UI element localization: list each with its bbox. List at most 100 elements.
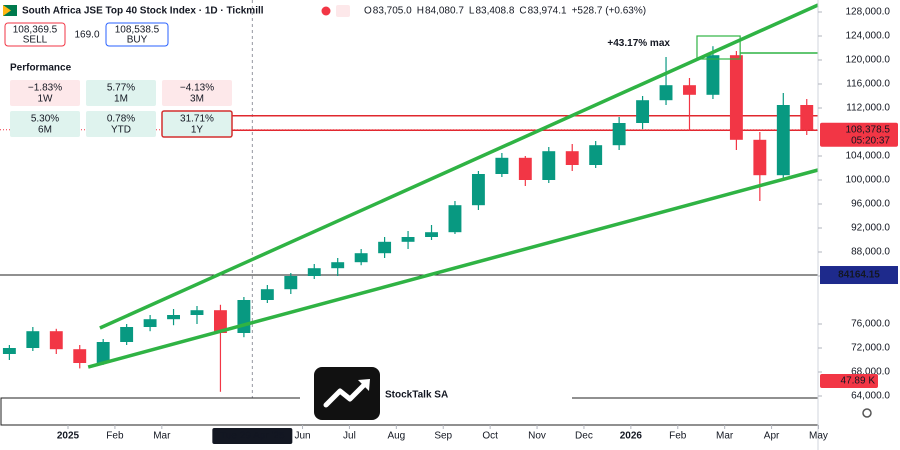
sell-label: SELL — [23, 35, 48, 46]
y-tick-label: 88,000.0 — [851, 247, 890, 258]
candle-body — [96, 342, 110, 364]
performance-title: Performance — [10, 63, 72, 74]
ohlc: O 83,705.0 H 84,080.7 L 83,408.8 C 83,974.1 +528… — [364, 6, 646, 17]
volume-label: 47.89 K — [841, 376, 876, 387]
price-countdown: 05:20:37 — [851, 135, 890, 146]
x-tick-label: Apr — [764, 431, 780, 442]
candle-body — [401, 237, 415, 242]
candle-body — [213, 310, 227, 334]
ohlc-value: 83,974.1 — [528, 6, 567, 17]
candle-body — [190, 310, 204, 316]
ohlc-key: H — [417, 6, 424, 17]
x-tick-label: Mar — [716, 431, 734, 442]
spread: 169.0 — [74, 30, 99, 41]
y-tick-label: 124,000.0 — [846, 31, 891, 42]
performance-cell — [86, 111, 156, 137]
x-tick-label: Feb — [106, 431, 124, 442]
flag-icon — [3, 5, 11, 16]
candle-body — [167, 315, 180, 320]
y-tick-label: 92,000.0 — [851, 223, 890, 234]
performance-value: 0.78% — [107, 114, 135, 125]
volume-label-bg — [820, 374, 878, 388]
x-tick-label: Jun — [294, 431, 310, 442]
x-tick-label: Sep — [434, 431, 452, 442]
crosshair-label: Tue 29 Apr '25 — [220, 431, 285, 442]
candle-body — [448, 205, 462, 233]
performance-cell — [162, 80, 232, 106]
x-tick-label: Jul — [343, 431, 356, 442]
performance-cell — [86, 80, 156, 106]
ohlc-value: 83,705.0 — [373, 6, 412, 17]
candle-body — [307, 268, 321, 277]
y-tick-label: 120,000.0 — [846, 55, 891, 66]
candle-body — [26, 331, 40, 349]
price-label: 108,378.5 — [846, 124, 891, 135]
candle-body — [683, 85, 696, 95]
overlay: South Africa JSE Top 40 Stock Index · 1D… — [3, 5, 872, 422]
candle-body — [284, 276, 298, 290]
ohlc-value: 84,080.7 — [425, 6, 464, 17]
candle-body — [565, 151, 579, 166]
candle-body — [331, 262, 345, 269]
chart-title: South Africa JSE Top 40 Stock Index · 1D… — [22, 6, 264, 17]
price-label-bg — [820, 122, 898, 147]
candle-body — [800, 105, 814, 130]
candle-body — [589, 145, 603, 166]
trendline — [87, 168, 819, 369]
sell-price: 108,369.5 — [13, 25, 58, 36]
candle-body — [143, 319, 157, 328]
x-tick-label: 2025 — [57, 431, 80, 442]
settings-icon[interactable] — [862, 408, 872, 418]
candle-body — [729, 55, 743, 140]
candle-body — [495, 157, 509, 175]
candle-body — [542, 151, 556, 181]
x-tick-label: Aug — [387, 431, 405, 442]
candle-body — [260, 289, 274, 301]
ohlc-key: C — [519, 6, 526, 17]
y-tick-label: 100,000.0 — [846, 175, 891, 186]
performance-value: 5.30% — [31, 114, 59, 125]
logo-text: StockTalk SA — [385, 390, 448, 401]
status-icon — [336, 5, 350, 17]
performance-grid: −1.83%1W 5.77%1M −4.13%3M 5.30%6M 0.78%YTD 31… — [10, 80, 233, 138]
performance-value: −4.13% — [180, 83, 214, 94]
ohlc-key: O — [364, 6, 372, 17]
performance-value: 31.71% — [180, 114, 214, 125]
x-tick-label: Dec — [575, 431, 593, 442]
performance-period: 1M — [114, 94, 128, 105]
y-tick-label: 128,000.0 — [846, 7, 891, 18]
ohlc-key: L — [469, 6, 475, 17]
level-label: 84164.15 — [838, 270, 880, 281]
ohlc-change: +528.7 (+0.63%) — [572, 6, 647, 17]
x-tick-label: 2026 — [620, 431, 643, 442]
performance-cell — [161, 110, 233, 138]
logo-arrow — [358, 379, 370, 391]
sell-button[interactable] — [4, 22, 66, 47]
y-tick-label: 104,000.0 — [846, 151, 891, 162]
performance-period: 1Y — [191, 125, 204, 136]
candle-body — [378, 241, 392, 254]
candle-body — [237, 300, 251, 334]
highlight-box — [696, 35, 741, 60]
candle-body — [706, 55, 720, 95]
performance-cell — [10, 80, 80, 106]
candle-body — [73, 349, 87, 364]
candle-body — [2, 348, 16, 355]
x-tick-label: Nov — [528, 431, 546, 442]
performance-value: 5.77% — [107, 83, 135, 94]
buy-price: 108,538.5 — [115, 25, 160, 36]
buy-button[interactable] — [105, 22, 169, 47]
candle-body — [753, 139, 767, 176]
candle-body — [354, 253, 368, 263]
candle-body — [425, 232, 438, 238]
x-tick-label: Oct — [482, 431, 498, 442]
candle-body — [518, 157, 532, 181]
ohlc-value: 83,408.8 — [475, 6, 514, 17]
x-tick-label: May — [809, 431, 828, 442]
performance-period: 1W — [38, 94, 54, 105]
x-tick-label: Mar — [153, 431, 171, 442]
x-tick-label: Feb — [669, 431, 687, 442]
candle-body — [612, 123, 626, 146]
